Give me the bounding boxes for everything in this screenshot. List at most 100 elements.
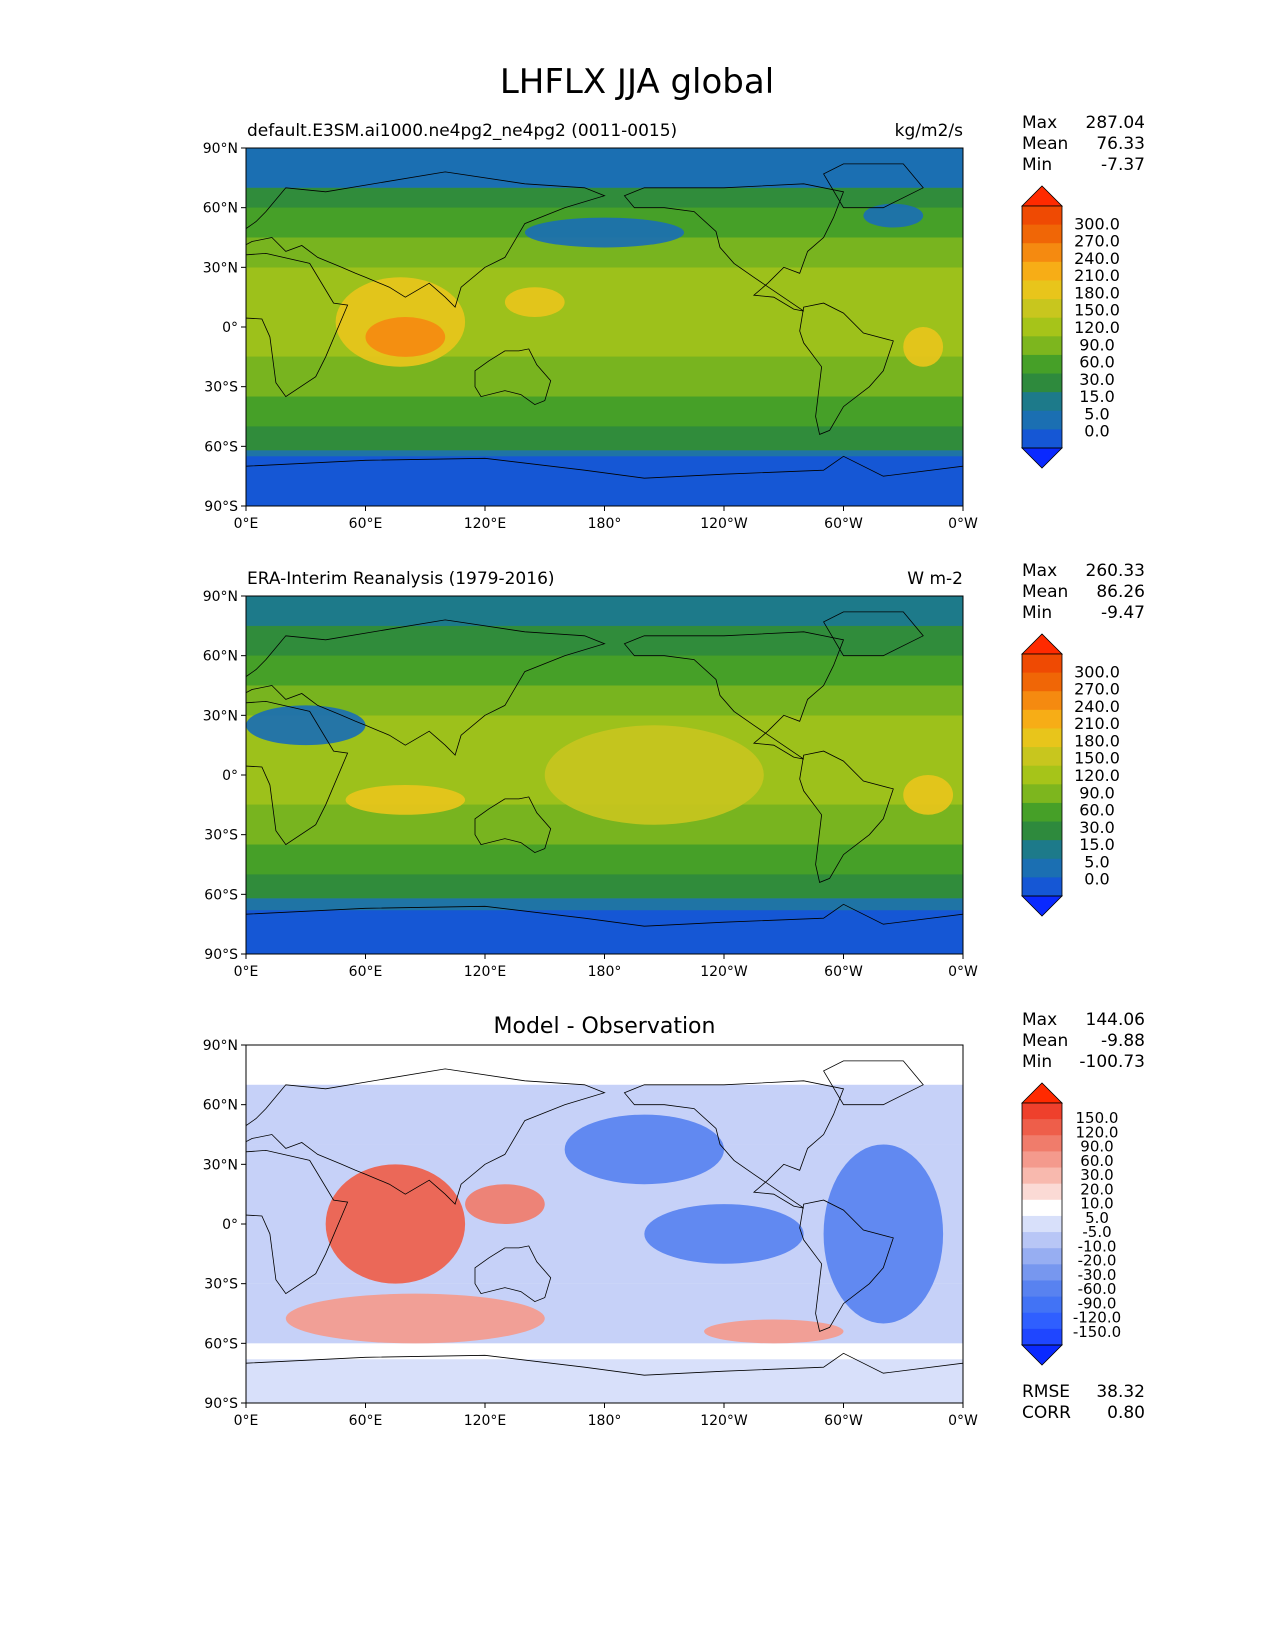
y-tick-label: 90°S bbox=[204, 947, 238, 963]
field-band bbox=[246, 356, 963, 397]
colorbar-segment bbox=[1022, 1135, 1062, 1152]
x-tick-label: 60°E bbox=[349, 516, 383, 532]
colorbar-label: 180.0 bbox=[1074, 283, 1120, 302]
colorbar-label: 10.0 bbox=[1080, 1195, 1113, 1213]
corr-value: 0.80 bbox=[1107, 1403, 1145, 1423]
y-tick-label: 30°N bbox=[203, 708, 238, 724]
colorbar-label: 5.0 bbox=[1084, 404, 1109, 423]
colorbar-label: 300.0 bbox=[1074, 662, 1120, 681]
colorbar-label: -120.0 bbox=[1073, 1309, 1121, 1327]
colorbar-segment bbox=[1022, 261, 1062, 281]
coastline bbox=[246, 1149, 349, 1295]
region-south-indian-high bbox=[345, 784, 466, 815]
rmse-label: RMSE bbox=[1022, 1382, 1070, 1402]
colorbar-segment bbox=[1022, 1264, 1062, 1281]
colorbar-label: 240.0 bbox=[1074, 697, 1120, 716]
y-tick-label: 60°S bbox=[204, 887, 238, 903]
region-arctic bbox=[246, 148, 963, 188]
coastline bbox=[246, 1352, 963, 1403]
colorbar-label: 210.0 bbox=[1074, 714, 1120, 733]
field-band bbox=[246, 426, 963, 451]
colorbar-segment bbox=[1022, 691, 1062, 711]
colorbar-segment bbox=[1022, 1199, 1062, 1217]
colorbar-segment bbox=[1022, 654, 1062, 674]
colorbar-segment bbox=[1022, 299, 1062, 319]
field-band bbox=[246, 874, 963, 899]
coastline bbox=[246, 619, 606, 756]
colorbar-segment bbox=[1022, 784, 1062, 804]
colorbar-label: 0.0 bbox=[1084, 422, 1109, 441]
colorbar-label: 240.0 bbox=[1074, 249, 1120, 268]
x-tick-label: 120°E bbox=[464, 1413, 507, 1429]
panel-title: Model - Observation bbox=[494, 1014, 716, 1039]
y-tick-label: 60°N bbox=[203, 201, 238, 217]
field-band bbox=[246, 655, 963, 686]
stat-value: 260.33 bbox=[1086, 561, 1145, 581]
colorbar-label: 20.0 bbox=[1080, 1180, 1113, 1198]
y-tick-label: 60°S bbox=[204, 439, 238, 455]
colorbar-segment bbox=[1022, 747, 1062, 767]
region-southern-indian-positive bbox=[285, 1293, 545, 1344]
region-south-pacific-positive bbox=[704, 1319, 844, 1344]
region-tropical-east-pacific-negative bbox=[644, 1204, 804, 1264]
colorbar-segment bbox=[1022, 709, 1062, 729]
rmse-value: 38.32 bbox=[1096, 1382, 1145, 1402]
colorbar-segment bbox=[1022, 206, 1062, 226]
colorbar-frame bbox=[1021, 205, 1063, 449]
colorbar-segment bbox=[1022, 280, 1062, 300]
colorbar-segment bbox=[1022, 243, 1062, 263]
colorbar-label: 60.0 bbox=[1079, 353, 1115, 372]
colorbar-label: 210.0 bbox=[1074, 266, 1120, 285]
colorbar-segment bbox=[1022, 1103, 1062, 1120]
colorbar-label: 5.0 bbox=[1085, 1209, 1109, 1227]
region-west-pacific-positive bbox=[465, 1184, 545, 1224]
y-tick-label: 30°N bbox=[203, 1157, 238, 1173]
coastline bbox=[246, 1068, 606, 1205]
region-southern-ocean bbox=[246, 910, 963, 954]
stat-value: -9.47 bbox=[1101, 603, 1145, 623]
colorbar-frame bbox=[1021, 653, 1063, 897]
colorbar-label: 60.0 bbox=[1079, 801, 1115, 820]
x-tick-label: 60°E bbox=[349, 964, 383, 980]
y-tick-label: 30°N bbox=[203, 260, 238, 276]
colorbar-lower-arrow bbox=[1021, 895, 1063, 917]
stat-label: Mean bbox=[1022, 582, 1068, 602]
colorbar-label: 90.0 bbox=[1080, 1138, 1113, 1156]
colorbar-label: 150.0 bbox=[1076, 1109, 1119, 1127]
region-north-pacific-low bbox=[524, 217, 685, 248]
panel-title: ERA-Interim Reanalysis (1979-2016) bbox=[247, 569, 555, 589]
colorbar-label: 30.0 bbox=[1080, 1166, 1113, 1184]
colorbar-segment bbox=[1022, 336, 1062, 356]
corr-label: CORR bbox=[1022, 1403, 1071, 1423]
coastline bbox=[246, 455, 963, 506]
stat-label: Min bbox=[1022, 1052, 1052, 1072]
colorbar-segment bbox=[1022, 1248, 1062, 1265]
y-tick-label: 0° bbox=[222, 320, 238, 336]
y-tick-label: 0° bbox=[222, 768, 238, 784]
region-east-atlantic-high bbox=[903, 327, 944, 367]
x-tick-label: 180° bbox=[588, 516, 622, 532]
field-band bbox=[246, 625, 963, 656]
stat-value: 76.33 bbox=[1096, 134, 1145, 154]
region-antarctica bbox=[246, 1359, 963, 1403]
y-tick-label: 90°N bbox=[203, 1038, 238, 1054]
x-tick-label: 0°W bbox=[948, 1413, 978, 1429]
x-tick-label: 120°E bbox=[464, 964, 507, 980]
coastline bbox=[823, 163, 924, 209]
panel-2: 0°E 60°E 120°E 180° 120°W 60°W 0°W 90°N 60°N 30°N… bbox=[203, 561, 1145, 980]
coastline bbox=[623, 631, 845, 760]
colorbar-segment bbox=[1022, 1328, 1062, 1346]
y-tick-label: 30°S bbox=[204, 828, 238, 844]
y-tick-label: 0° bbox=[222, 1217, 238, 1233]
colorbar-segment bbox=[1022, 1232, 1062, 1249]
colorbar-segment bbox=[1022, 1296, 1062, 1314]
coastline bbox=[474, 796, 552, 854]
stat-value: 86.26 bbox=[1096, 582, 1145, 602]
x-tick-label: 0°E bbox=[234, 516, 259, 532]
y-tick-label: 90°N bbox=[203, 141, 238, 157]
colorbar-label: -10.0 bbox=[1078, 1237, 1117, 1255]
stat-label: Min bbox=[1022, 155, 1052, 175]
coastline bbox=[823, 611, 924, 657]
panel-title: default.E3SM.ai1000.ne4pg2_ne4pg2 (0011-… bbox=[247, 121, 677, 141]
colorbar-segment bbox=[1022, 373, 1062, 393]
